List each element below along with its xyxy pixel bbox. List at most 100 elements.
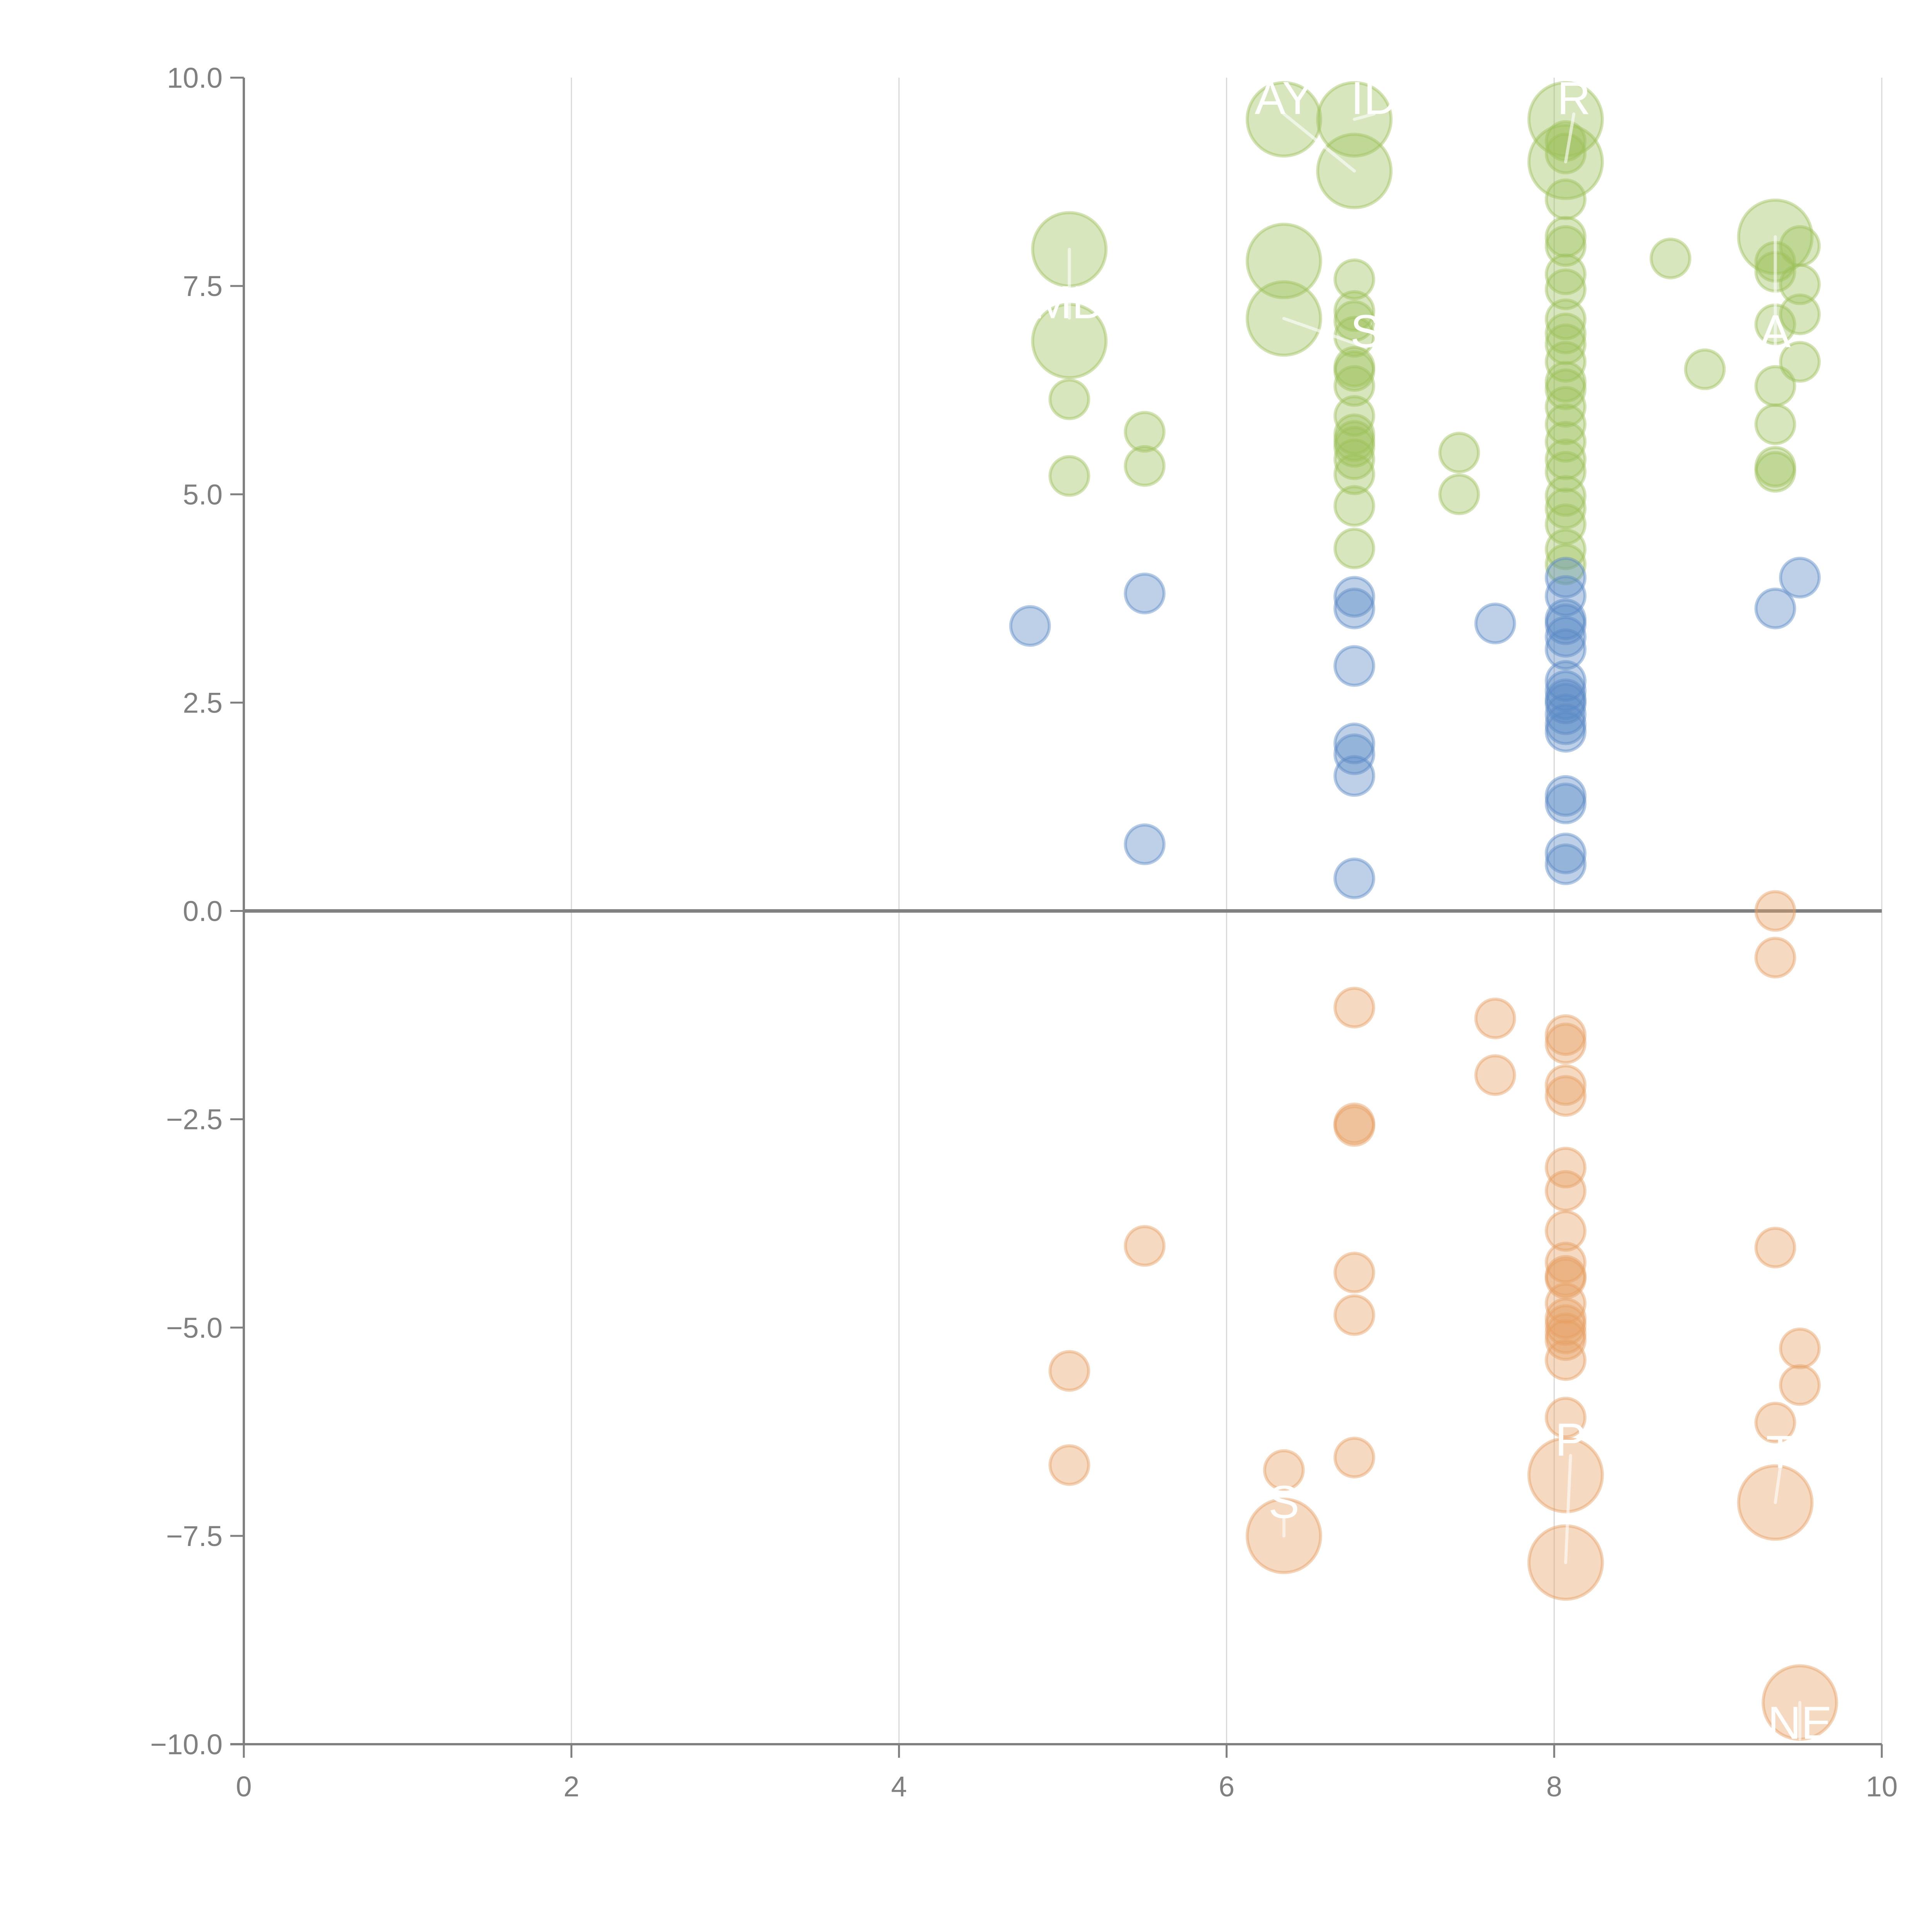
bubble-blue (1474, 602, 1516, 645)
bubble-orange (1544, 1396, 1587, 1439)
annotation-label: S (1269, 1476, 1299, 1528)
bubble-orange (1544, 1242, 1587, 1284)
bubble-orange (1544, 1257, 1587, 1299)
bubble-green (1544, 178, 1587, 220)
bubble-orange (1544, 1282, 1587, 1325)
y-tick-label: −5.0 (166, 1312, 223, 1344)
bubble-blue (1544, 603, 1587, 645)
bubble-green (1544, 341, 1587, 383)
bubble-green (1754, 365, 1796, 407)
bubble-green (1544, 225, 1587, 267)
bubble-green (1333, 426, 1376, 468)
bubble-orange (1527, 1437, 1604, 1514)
bubble-orange (1333, 986, 1376, 1029)
bubble-orange (1754, 1401, 1796, 1444)
bubble-orange (1544, 1170, 1587, 1212)
bubble-blue (1333, 723, 1376, 765)
bubble-orange (1048, 1350, 1090, 1392)
bubble-green (1544, 438, 1587, 480)
axes: 10.0 7.5 5.0 2.5 0.0 −2.5 −5.0 −7.5 −10.0 0 2 4 6 8 10 (150, 62, 1898, 1803)
bubble-blue (1544, 556, 1587, 599)
bubble-green (1779, 263, 1821, 305)
bubble-green (1544, 543, 1587, 585)
bubble-blue (1333, 645, 1376, 687)
bubble-orange (1333, 1294, 1376, 1336)
bubble-orange (1544, 1210, 1587, 1252)
x-tick-label: 2 (563, 1770, 579, 1803)
y-tick-label: 2.5 (183, 687, 223, 719)
bubble-orange (1544, 1014, 1587, 1056)
bubble-blue (1544, 782, 1587, 825)
bubble-blue (1544, 832, 1587, 874)
bubble-green (1333, 420, 1376, 462)
bubble-blue (1333, 587, 1376, 629)
annotation-leader-line (1353, 112, 1376, 121)
bubble-green (1333, 346, 1376, 388)
bubble-green (1333, 438, 1376, 480)
y-tick-label: −7.5 (166, 1520, 223, 1552)
series-orange (1048, 890, 1838, 1741)
annotation-label: A (1760, 306, 1791, 357)
bubble-orange (1333, 1437, 1376, 1479)
bubble-green (1544, 487, 1587, 529)
annotation-label: P (1555, 1414, 1586, 1466)
bubble-orange (1544, 1339, 1587, 1381)
bubble-blue (1544, 628, 1587, 670)
y-tick-label: 0.0 (183, 895, 223, 927)
annotation-leader-line (1774, 1466, 1782, 1504)
bubble-orange (1333, 1252, 1376, 1294)
bubble-green (1544, 451, 1587, 493)
annotation-label: S (1350, 306, 1381, 357)
bubble-green (1544, 268, 1587, 310)
bubble-green (1124, 411, 1166, 453)
annotation-label: R (1557, 72, 1591, 124)
bubble-green (1333, 365, 1376, 407)
bubble-orange (1754, 937, 1796, 979)
bubble-green (1333, 413, 1376, 455)
bubble-blue (1124, 572, 1166, 614)
series-green (1031, 81, 1821, 585)
annotation-leader-line (1282, 317, 1367, 349)
bubble-green (1544, 253, 1587, 295)
bubble-blue (1544, 660, 1587, 702)
bubble-green (1684, 348, 1726, 390)
bubble-green (1544, 368, 1587, 410)
bubble-green (1333, 395, 1376, 437)
bubble-green (1544, 361, 1587, 403)
annotation-label: T (1766, 1426, 1794, 1478)
bubble-blue (1544, 598, 1587, 640)
bubble-green (1438, 432, 1480, 474)
bubble-green (1544, 421, 1587, 463)
bubble-orange (1544, 1304, 1587, 1346)
bubble-orange (1544, 1255, 1587, 1297)
bubble-orange (1754, 1226, 1796, 1269)
y-tick-label: 5.0 (183, 478, 223, 510)
bubble-green (1754, 446, 1796, 488)
x-tick-label: 4 (891, 1770, 907, 1803)
bubble-orange (1544, 1312, 1587, 1354)
annotation-label: AY (1255, 72, 1313, 124)
bubble-orange (1544, 1064, 1587, 1106)
bubble-blue (1333, 857, 1376, 900)
bubble-green (1333, 453, 1376, 495)
bubble-orange (1263, 1449, 1305, 1491)
bubble-blue (1544, 670, 1587, 712)
annotations: MD AY ID R S A P S T NE (1033, 72, 1832, 1749)
bubble-green (1544, 475, 1587, 517)
bubble-green (1544, 323, 1587, 366)
bubble-green (1048, 378, 1090, 420)
bubble-orange (1474, 997, 1516, 1039)
bubble-blue (1779, 556, 1821, 599)
bubble-blue (1544, 616, 1587, 658)
bubble-green (1544, 528, 1587, 570)
bubble-orange (1333, 1102, 1376, 1145)
bubble-orange (1754, 890, 1796, 932)
bubble-green (1048, 455, 1090, 497)
bubble-green (1333, 300, 1376, 342)
bubble-green (1544, 216, 1587, 258)
bubble-green (1779, 341, 1821, 383)
bubble-orange (1474, 1054, 1516, 1096)
bubble-blue (1009, 605, 1051, 647)
annotation-label: ID (1351, 72, 1397, 124)
